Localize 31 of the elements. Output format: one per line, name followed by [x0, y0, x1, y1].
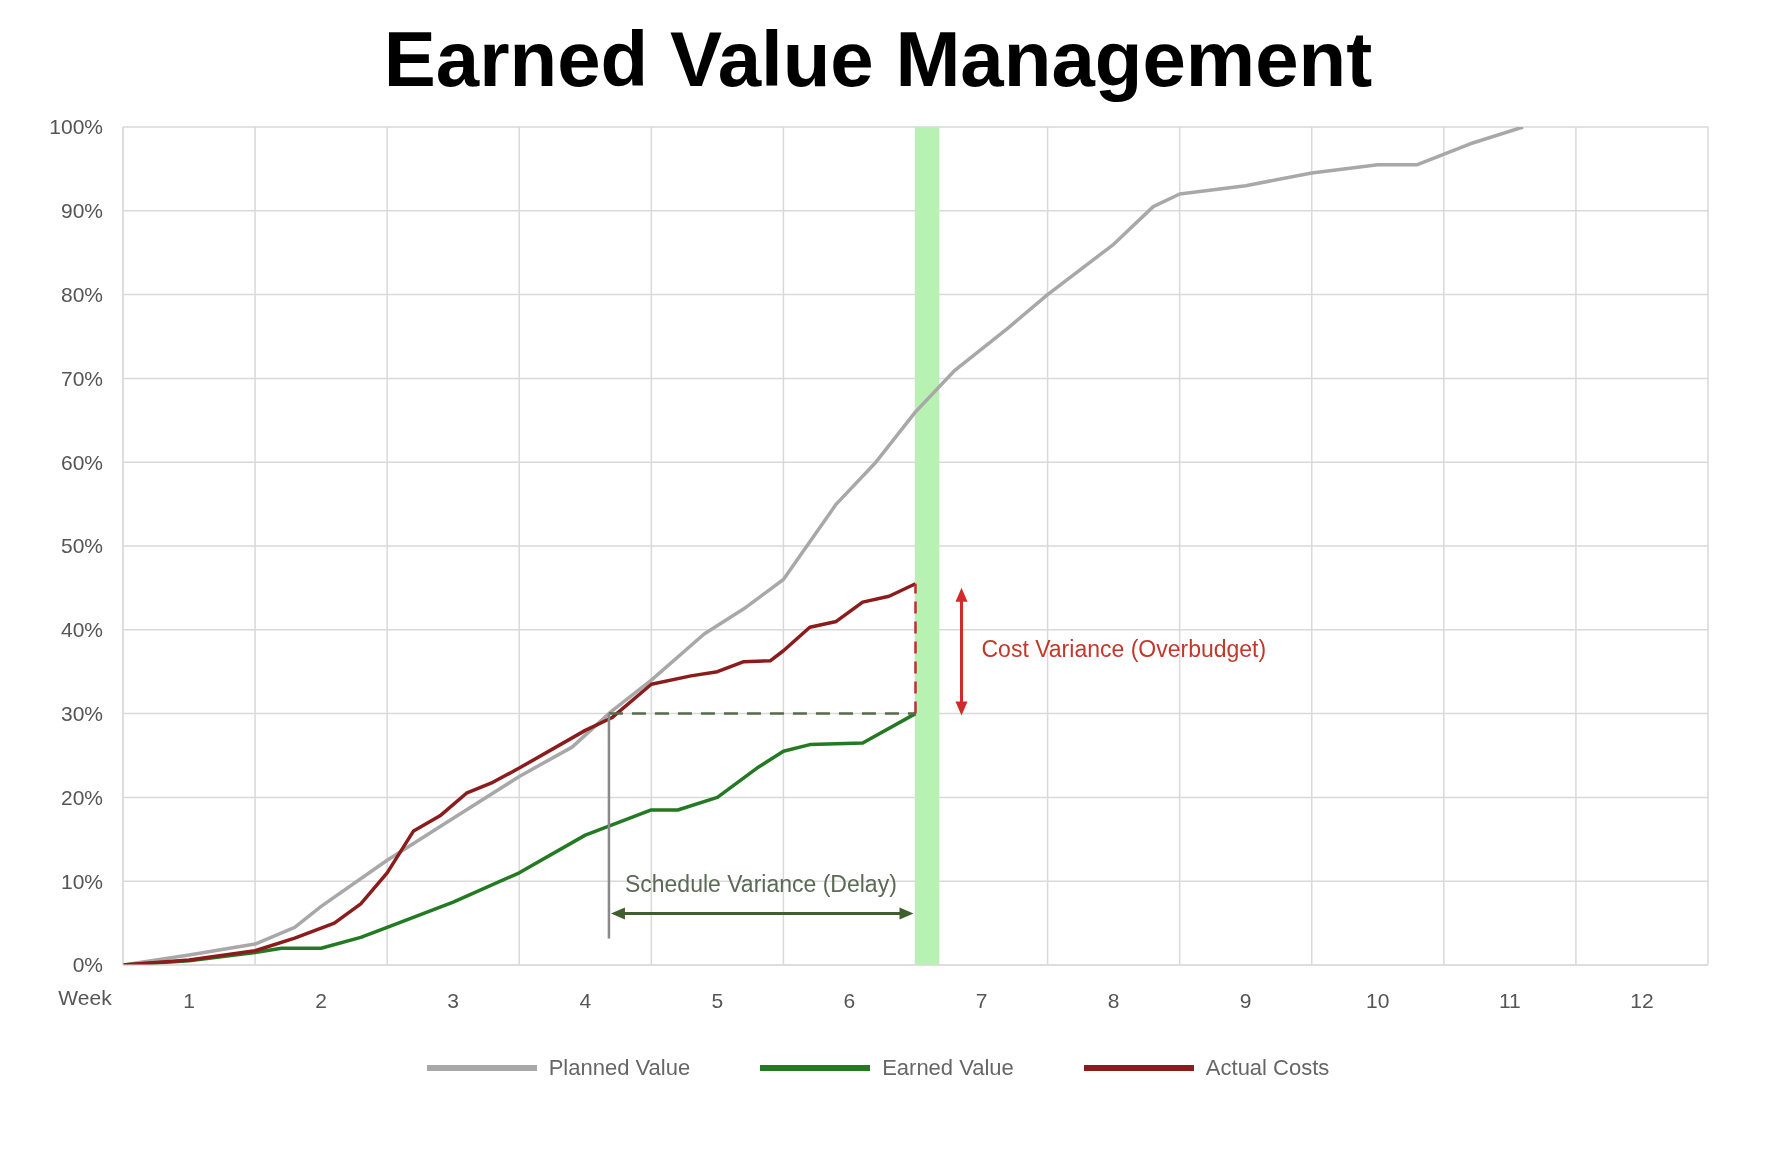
x-tick-label: 7 [975, 988, 988, 1012]
legend-label: Earned Value [882, 1055, 1014, 1081]
y-tick-label: 100% [49, 115, 103, 139]
x-tick-label: 12 [1630, 988, 1654, 1012]
y-tick-label: 40% [60, 618, 103, 642]
x-tick-label: 3 [447, 988, 460, 1012]
y-tick-label: 80% [60, 283, 103, 307]
y-tick-label: 50% [60, 534, 103, 558]
x-tick-label: 11 [1498, 988, 1521, 1012]
y-tick-label: 70% [60, 366, 103, 390]
x-tick-label: 6 [843, 988, 856, 1012]
annotation: Cost Variance (Overbudget) [981, 635, 1267, 662]
legend-label: Actual Costs [1205, 1055, 1330, 1081]
y-tick-label: 30% [60, 702, 103, 726]
y-tick-label: 90% [60, 199, 103, 223]
annotation: Schedule Variance (Delay) [624, 870, 897, 897]
legend-label: Planned Value [548, 1055, 691, 1081]
line-series [123, 581, 918, 965]
x-tick-label: 9 [1239, 988, 1252, 1012]
y-tick-label: 0% [72, 953, 103, 977]
x-tick-label: 5 [711, 988, 724, 1012]
x-tick-label: 1 [183, 988, 195, 1012]
x-tick-label: 2 [315, 988, 327, 1012]
y-tick-label: 10% [60, 869, 103, 893]
y-tick-label: 60% [60, 450, 103, 474]
x-tick-label: 10 [1366, 988, 1390, 1012]
x-tick-label: 4 [579, 988, 592, 1012]
x-tick-label: 8 [1107, 988, 1120, 1012]
chart-title: Earned Value Management [382, 14, 1374, 105]
y-tick-label: 20% [60, 785, 103, 809]
x-axis-title: Week [58, 986, 113, 1009]
